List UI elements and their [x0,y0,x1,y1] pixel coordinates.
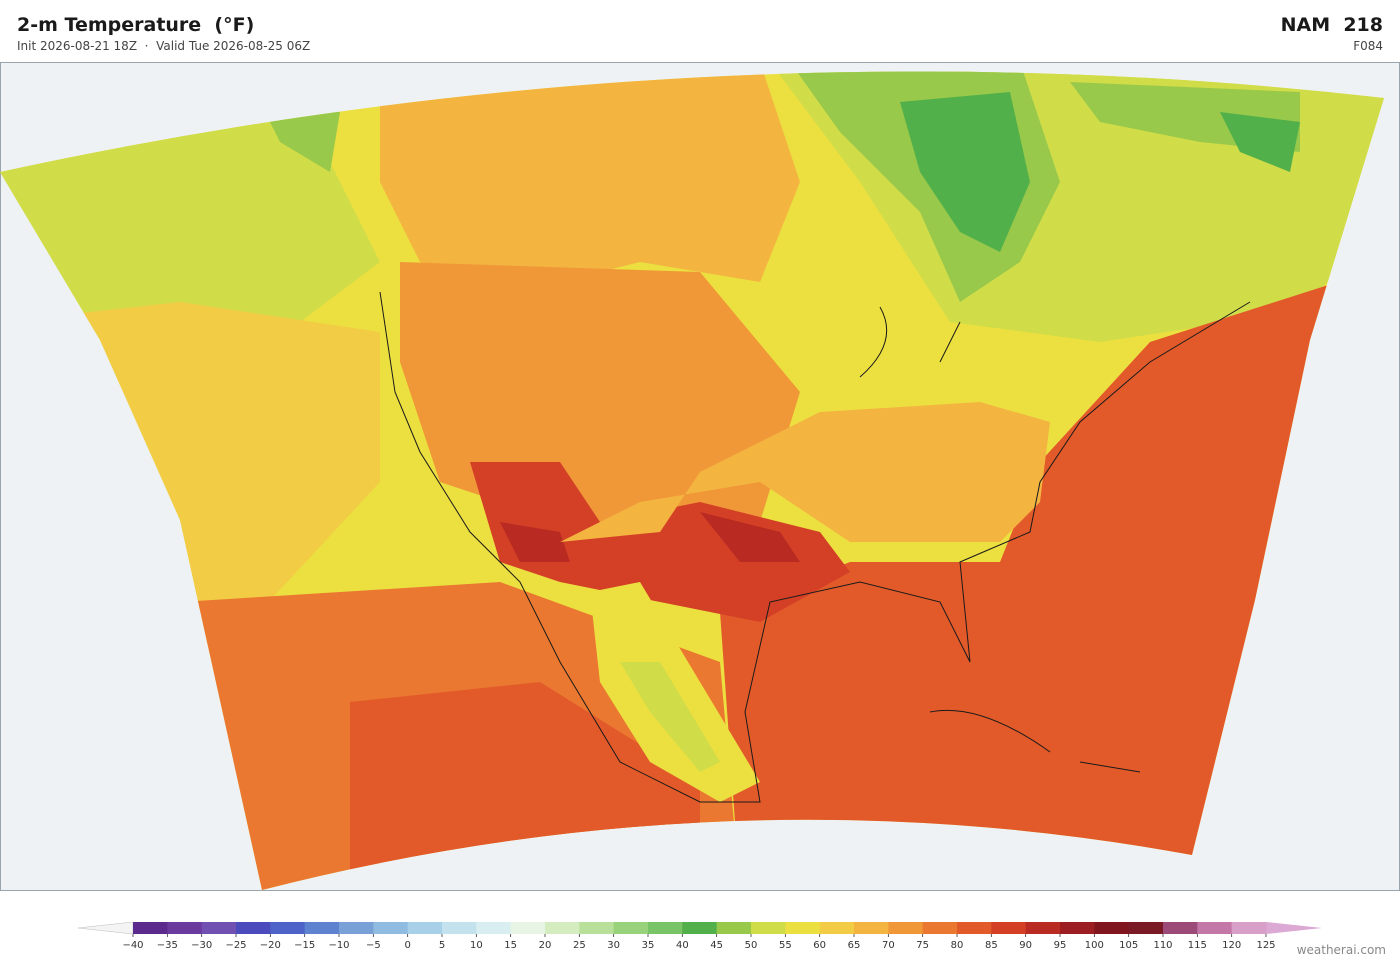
colorbar-segment [751,922,786,934]
colorbar: −40 −35 −30 −25 −20 −15 −10 −5 0 5 10 15 20 25 30 35 40 4… [77,921,1322,951]
colorbar-segment [957,922,992,934]
colorbar-tick-label: −20 [260,940,281,951]
field-region [400,262,800,522]
colorbar-segment [716,922,752,934]
watermark: weatherai.com [1296,943,1386,957]
colorbar-segment [579,922,615,934]
colorbar-tick-label: 35 [642,940,655,951]
colorbar-tick-label: 25 [573,940,586,951]
lake-outline [859,306,961,378]
colorbar-tick-label: 80 [951,940,964,951]
colorbar-segment [1231,922,1267,934]
colorbar-tick-label: 30 [607,940,620,951]
colorbar-segment [648,922,683,934]
colorbar-over [1266,922,1322,934]
colorbar-under [77,921,134,935]
colorbar-segment [785,922,821,934]
colorbar-tick-label: 90 [1019,940,1032,951]
colorbar-tick-label: 105 [1119,940,1138,951]
colorbar-tick-label: −35 [157,940,178,951]
colorbar-tick-label: 60 [813,940,826,951]
colorbar-tick-label: 45 [710,940,723,951]
forecast-hour: F084 [1353,39,1383,53]
colorbar-segment [545,922,580,934]
colorbar-tick-label: −10 [328,940,349,951]
colorbar-tick-label: 115 [1188,940,1207,951]
colorbar-segment [476,922,512,934]
colorbar-segment [888,922,924,934]
coastline [379,291,1251,803]
colorbar-tick-label: 5 [439,940,445,951]
colorbar-segment [922,922,958,934]
colorbar-segment [407,922,443,934]
subtitle: Init 2026-08-21 18Z · Valid Tue 2026-08-… [17,39,311,53]
map [0,62,1400,891]
colorbar-segment [991,922,1027,934]
field-region [700,512,800,562]
colorbar-segment [682,922,718,934]
colorbar-tick-label: 125 [1256,940,1275,951]
colorbar-tick-label: 65 [848,940,861,951]
colorbar-tick-label: −30 [191,940,212,951]
colorbar-segment [1025,922,1061,934]
colorbar-tick-label: 50 [745,940,758,951]
colorbar-segment [304,922,340,934]
colorbar-segment [339,922,374,934]
colorbar-tick-label: 85 [985,940,998,951]
colorbar-segment [1197,922,1233,934]
colorbar-tick-label: 75 [916,940,929,951]
title: 2-m Temperature (°F) [17,14,255,36]
colorbar-segment [1163,922,1198,934]
colorbar-segment [236,922,271,934]
colorbar-tick-label: 20 [539,940,552,951]
colorbar-tick-label: −25 [225,940,246,951]
colorbar-segment [270,922,306,934]
colorbar-segment [1060,922,1095,934]
colorbar-tick-label: 70 [882,940,895,951]
field-region [380,71,800,292]
field-region [470,462,850,622]
field-region [620,662,720,772]
colorbar-tick-label: 55 [779,940,792,951]
colorbar-segment [613,922,649,934]
colorbar-tick-label: −40 [122,940,143,951]
colorbar-segment [1128,922,1164,934]
colorbar-segment [167,922,203,934]
island-outline [929,709,1141,773]
colorbar-tick-label: 110 [1153,940,1172,951]
colorbar-segment [819,922,855,934]
field-region [560,402,1050,542]
model-name: NAM 218 [1280,14,1383,36]
colorbar-segment [510,922,546,934]
colorbar-tick-label: 120 [1222,940,1241,951]
colorbar-segment [201,922,237,934]
colorbar-segment [133,922,168,934]
colorbar-segment [854,922,889,934]
colorbar-tick-label: 0 [404,940,410,951]
field-region [1220,112,1300,172]
colorbar-segment [1094,922,1130,934]
colorbar-tick-label: −15 [294,940,315,951]
colorbar-tick-label: 40 [676,940,689,951]
colorbar-tick-label: 10 [470,940,483,951]
colorbar-segment [373,922,409,934]
colorbar-tick-label: 100 [1085,940,1104,951]
colorbar-segment [442,922,477,934]
colorbar-tick-label: 95 [1054,940,1067,951]
field-region [500,522,570,562]
colorbar-tick-label: 15 [504,940,517,951]
colorbar-tick-label: −5 [366,940,381,951]
field-region [900,92,1030,252]
